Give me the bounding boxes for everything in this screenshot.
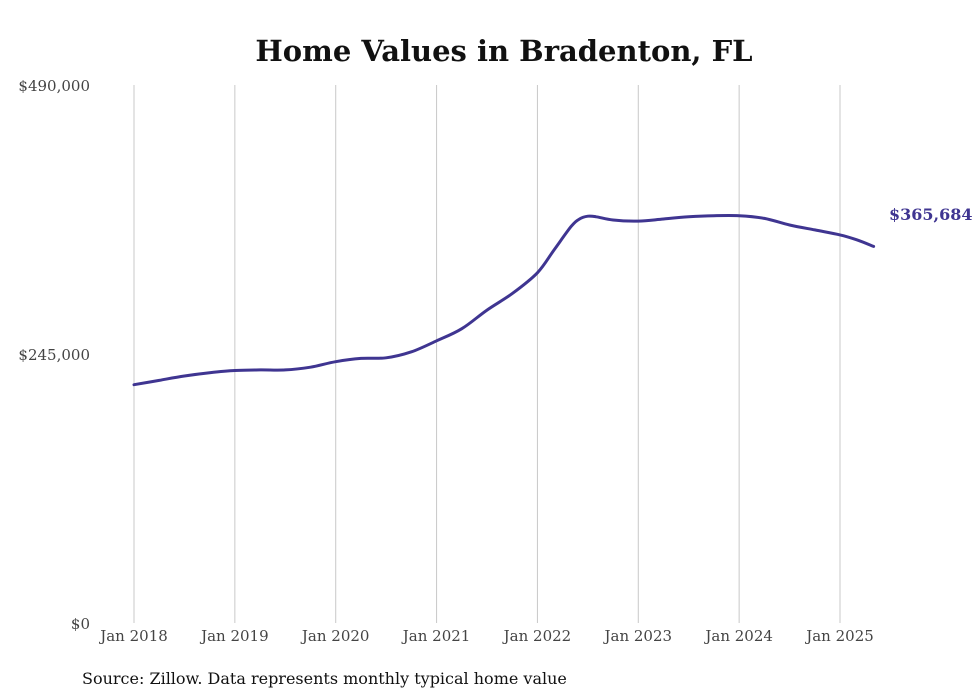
series-layer <box>132 213 876 387</box>
x-tick-label: Jan 2025 <box>804 627 874 645</box>
y-tick-label: $245,000 <box>18 346 90 364</box>
end-value-label: $365,684 <box>889 205 973 224</box>
y-tick-label: $490,000 <box>18 77 90 95</box>
x-tick-label: Jan 2020 <box>300 627 370 645</box>
y-axis-ticks: $0 $245,000 $490,000 <box>18 77 90 633</box>
x-tick-label: Jan 2018 <box>98 627 168 645</box>
gridlines <box>133 85 841 623</box>
x-tick-label: Jan 2023 <box>603 627 673 645</box>
series-line-0 <box>132 213 876 387</box>
x-tick-label: Jan 2021 <box>401 627 471 645</box>
x-tick-label: Jan 2019 <box>199 627 269 645</box>
source-note: Source: Zillow. Data represents monthly … <box>82 669 567 688</box>
x-tick-label: Jan 2022 <box>502 627 572 645</box>
chart-title: Home Values in Bradenton, FL <box>255 34 752 68</box>
y-tick-label: $0 <box>71 615 90 633</box>
x-tick-label: Jan 2024 <box>703 627 773 645</box>
x-axis-ticks: Jan 2018 Jan 2019 Jan 2020 Jan 2021 Jan 2022… <box>98 627 874 645</box>
